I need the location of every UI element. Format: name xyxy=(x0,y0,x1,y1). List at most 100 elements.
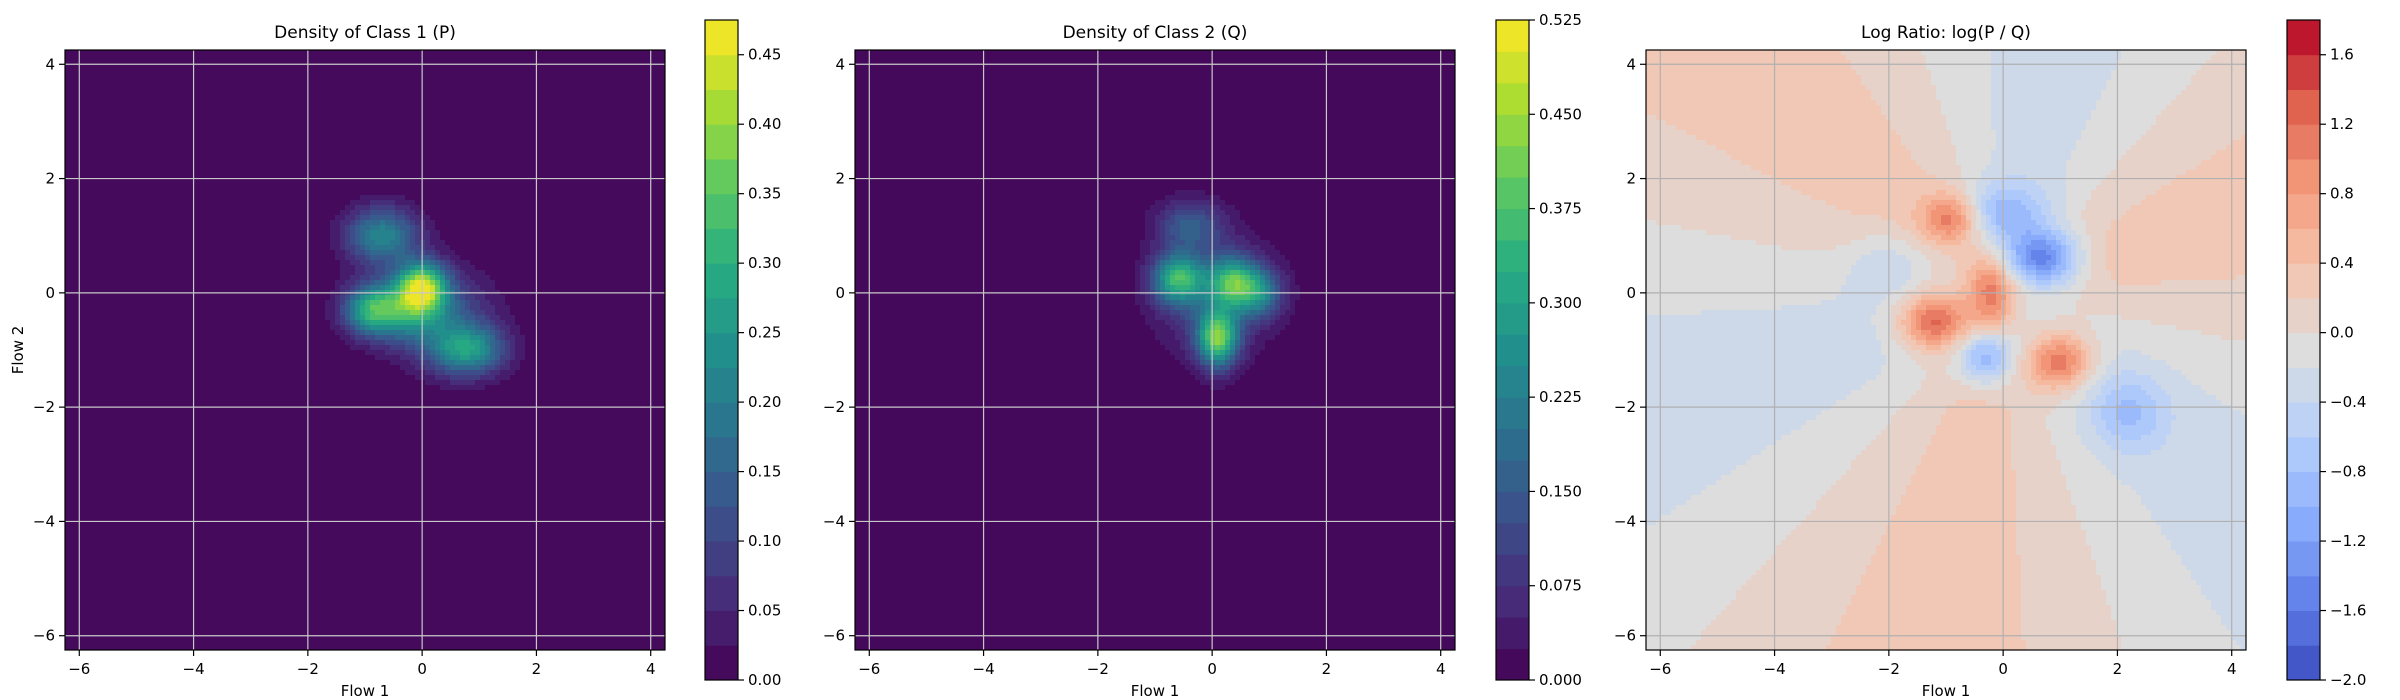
colorbar-level xyxy=(2287,471,2320,507)
colorbar-level xyxy=(2287,193,2320,229)
colorbar-level xyxy=(2287,297,2320,334)
chart-title: Density of Class 2 (Q) xyxy=(1063,23,1248,43)
x-tick-label: 0 xyxy=(1998,660,2008,678)
y-tick-label: −4 xyxy=(1614,512,1636,530)
colorbar-level xyxy=(705,402,738,438)
colorbar-level xyxy=(1496,617,1529,650)
colorbar-level xyxy=(705,471,738,507)
colorbar-tick-label: 0.45 xyxy=(748,46,781,64)
colorbar-tick-label: 0.075 xyxy=(1539,577,1582,595)
colorbar-level xyxy=(1496,271,1529,304)
colorbar: −2.0 −1.6 −1.2 −0.8 −0.4 0.0 0.4 0.8 1.2 1.6 xyxy=(2286,19,2366,689)
colorbar-tick-label: 0.35 xyxy=(748,185,781,203)
colorbar-level xyxy=(705,506,738,542)
panel-1: −6 −4 −2 0 2 4 −6 −4 −2 0 2 4 Density of Class 1 (P)… xyxy=(9,19,781,700)
colorbar-tick-label: 0.0 xyxy=(2330,324,2354,342)
x-tick-label: −4 xyxy=(1764,660,1786,678)
y-tick-label: 0 xyxy=(45,284,55,302)
colorbar-level xyxy=(1496,82,1529,115)
colorbar-level xyxy=(2287,645,2320,681)
x-tick-label: −2 xyxy=(1878,660,1900,678)
colorbar-tick-label: 0.450 xyxy=(1539,105,1582,123)
colorbar-level xyxy=(1496,51,1529,84)
chart-title: Density of Class 1 (P) xyxy=(274,23,456,43)
y-tick-label: −6 xyxy=(1614,627,1636,645)
colorbar-level xyxy=(2287,610,2320,646)
colorbar-level xyxy=(1496,491,1529,524)
plot-frame xyxy=(64,49,666,651)
colorbar: 0.00 0.05 0.10 0.15 0.20 0.25 0.30 0.35 0.40 0.45 xyxy=(704,19,781,689)
colorbar-level xyxy=(2287,228,2320,264)
colorbar-level xyxy=(1496,114,1529,147)
x-axis-label: Flow 1 xyxy=(341,682,390,700)
colorbar-level xyxy=(1496,648,1529,681)
colorbar-level xyxy=(705,436,738,473)
x-axis-label: Flow 1 xyxy=(1131,682,1180,700)
y-tick-label: 0 xyxy=(1626,284,1636,302)
colorbar-tick-label: 0.15 xyxy=(748,463,781,481)
colorbar-tick-label: 0.000 xyxy=(1539,671,1582,689)
colorbar-level xyxy=(705,367,738,403)
colorbar-level xyxy=(2287,367,2320,403)
colorbar-tick-label: 0.300 xyxy=(1539,294,1582,312)
x-tick-label: −4 xyxy=(183,660,205,678)
colorbar-level xyxy=(705,575,738,612)
x-tick-label: 2 xyxy=(1322,660,1332,678)
colorbar-level xyxy=(1496,145,1529,178)
colorbar-level xyxy=(1496,585,1529,618)
y-tick-label: 2 xyxy=(45,170,55,188)
plot-frame xyxy=(1645,49,2247,651)
colorbar-frame xyxy=(1495,19,1530,681)
colorbar-tick-label: 1.6 xyxy=(2330,46,2354,64)
colorbar-frame xyxy=(704,19,739,681)
panel-3: −6 −4 −2 0 2 4 −6 −4 −2 0 2 4 Log Ratio: log(P / Q) F… xyxy=(1614,19,2366,700)
colorbar-level xyxy=(705,54,738,90)
colorbar-level xyxy=(705,193,738,229)
colorbar-tick-label: 0.10 xyxy=(748,532,781,550)
colorbar-level xyxy=(1496,20,1529,52)
colorbar-tick-label: −1.6 xyxy=(2330,602,2366,620)
x-axis-label: Flow 1 xyxy=(1922,682,1971,700)
x-tick-label: −6 xyxy=(1649,660,1671,678)
colorbar-level xyxy=(2287,436,2320,473)
x-tick-label: 2 xyxy=(2113,660,2123,678)
colorbar-level xyxy=(1496,240,1529,272)
colorbar-level xyxy=(2287,263,2320,299)
y-tick-label: −2 xyxy=(823,398,845,416)
x-tick-label: 4 xyxy=(1436,660,1446,678)
colorbar-level xyxy=(1496,522,1529,555)
chart-title: Log Ratio: log(P / Q) xyxy=(1861,23,2031,43)
y-tick-label: −2 xyxy=(1614,398,1636,416)
colorbar-level xyxy=(2287,54,2320,90)
colorbar-level xyxy=(705,89,738,125)
colorbar-tick-label: 0.00 xyxy=(748,671,781,689)
colorbar-frame xyxy=(2286,19,2321,681)
y-tick-label: −6 xyxy=(33,627,55,645)
colorbar-tick-label: 0.375 xyxy=(1539,200,1582,218)
colorbar-level xyxy=(705,297,738,334)
colorbar-level xyxy=(2287,89,2320,125)
colorbar-tick-label: 0.40 xyxy=(748,115,781,133)
colorbar-tick-label: −0.4 xyxy=(2330,393,2366,411)
colorbar-level xyxy=(1496,365,1529,398)
colorbar-level xyxy=(2287,124,2320,160)
colorbar-level xyxy=(705,158,738,195)
contour-field xyxy=(1646,50,2246,650)
contour-field xyxy=(65,50,665,650)
y-tick-label: 4 xyxy=(835,55,845,73)
colorbar-level xyxy=(2287,402,2320,438)
colorbar-level xyxy=(705,263,738,299)
y-tick-label: 2 xyxy=(835,170,845,188)
colorbar-level xyxy=(705,332,738,368)
colorbar-level xyxy=(2287,20,2320,56)
colorbar-tick-label: 0.8 xyxy=(2330,185,2354,203)
colorbar-level xyxy=(705,228,738,264)
colorbar-level xyxy=(2287,506,2320,542)
y-tick-label: −2 xyxy=(33,398,55,416)
colorbar-tick-label: 0.525 xyxy=(1539,11,1582,29)
x-tick-label: 0 xyxy=(1207,660,1217,678)
colorbar-level xyxy=(2287,541,2320,577)
colorbar-tick-label: 0.4 xyxy=(2330,254,2354,272)
colorbar-level xyxy=(2287,332,2320,368)
